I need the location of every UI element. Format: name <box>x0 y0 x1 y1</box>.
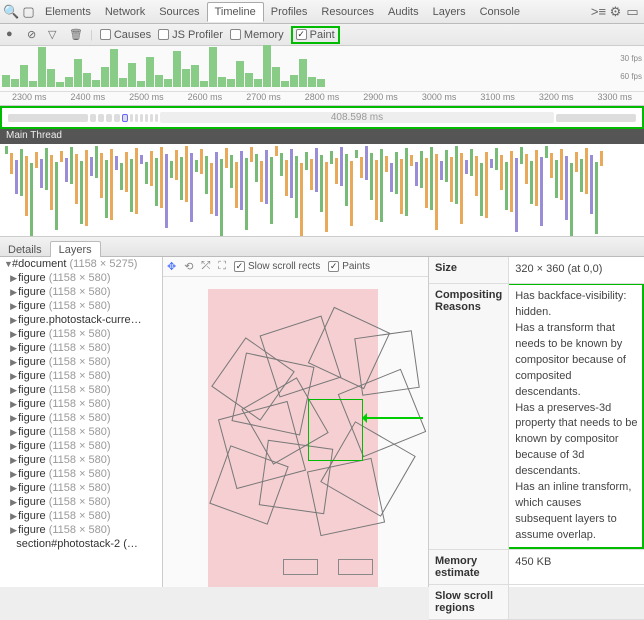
layer-tree[interactable]: ▼#document (1158 × 5275) ▶figure (1158 ×… <box>0 257 163 587</box>
layer-rect[interactable] <box>307 458 385 536</box>
slow-value <box>509 584 644 619</box>
tree-row[interactable]: ▶figure (1158 × 580) <box>0 425 162 439</box>
tab-network[interactable]: Network <box>98 3 152 21</box>
comp-key: Compositing Reasons <box>429 283 509 549</box>
paint-checkbox[interactable]: Paint <box>291 26 340 44</box>
move-icon[interactable]: ✥ <box>167 260 176 273</box>
layer-rect[interactable] <box>354 330 420 396</box>
layer-toolbar: ✥ ⟲ ⤱ ⛶ Slow scroll rects Paints <box>163 257 428 277</box>
devtools-toolbar: 🔍 ▢ ElementsNetworkSourcesTimelineProfil… <box>0 0 644 24</box>
tree-row[interactable]: ▶figure.photostack-curre… <box>0 313 162 327</box>
layer-viewport: ✥ ⟲ ⤱ ⛶ Slow scroll rects Paints <box>163 257 429 587</box>
overview-duration: 408.598 ms <box>160 112 554 123</box>
tab-elements[interactable]: Elements <box>38 3 98 21</box>
tree-row[interactable]: ▶figure (1158 × 580) <box>0 495 162 509</box>
tree-row[interactable]: ▶figure (1158 × 580) <box>0 271 162 285</box>
tree-row[interactable]: ▶figure (1158 × 580) <box>0 481 162 495</box>
layer-3d-view[interactable] <box>163 277 428 587</box>
gear-icon[interactable]: ⚙ <box>608 4 623 19</box>
lower-tabs: DetailsLayers <box>0 237 644 257</box>
mem-key: Memory estimate <box>429 549 509 584</box>
tab-console[interactable]: Console <box>473 3 527 21</box>
comp-value: Has backface-visibility: hidden.Has a tr… <box>509 283 644 549</box>
tree-row[interactable]: ▶figure (1158 × 580) <box>0 383 162 397</box>
flame-chart[interactable] <box>0 144 644 237</box>
fps-label-60: 60 fps <box>620 72 642 81</box>
tree-row[interactable]: ▶figure (1158 × 580) <box>0 327 162 341</box>
fps-label-30: 30 fps <box>620 54 642 63</box>
tree-row[interactable]: ▶figure (1158 × 580) <box>0 411 162 425</box>
layer-details: Size320 × 360 (at 0,0) Compositing Reaso… <box>429 257 644 587</box>
reset-icon[interactable]: ⛶ <box>218 260 226 273</box>
tree-row[interactable]: ▶figure (1158 × 580) <box>0 439 162 453</box>
fps-chart[interactable]: 30 fps 60 fps 2300 ms2400 ms2500 ms2600 … <box>0 46 644 106</box>
dock-icon[interactable]: ▭ <box>625 4 640 19</box>
tree-row[interactable]: ▶figure (1158 × 580) <box>0 285 162 299</box>
time-axis: 2300 ms2400 ms2500 ms2600 ms2700 ms2800 … <box>0 91 644 105</box>
slow-rects-checkbox[interactable]: Slow scroll rects <box>234 261 320 272</box>
paints-checkbox[interactable]: Paints <box>328 261 370 272</box>
tree-row[interactable]: ▶figure (1158 × 580) <box>0 341 162 355</box>
gc-icon[interactable]: 🗑 <box>69 28 83 42</box>
size-key: Size <box>429 257 509 283</box>
tree-row[interactable]: ▶figure (1158 × 580) <box>0 369 162 383</box>
record-icon[interactable]: ● <box>6 28 20 42</box>
size-value: 320 × 360 (at 0,0) <box>509 257 644 283</box>
tab-profiles[interactable]: Profiles <box>264 3 315 21</box>
selected-layer[interactable] <box>308 399 363 461</box>
tab-audits[interactable]: Audits <box>381 3 426 21</box>
tree-row[interactable]: ▶figure (1158 × 580) <box>0 397 162 411</box>
mem-value: 450 KB <box>509 549 644 584</box>
tree-row[interactable]: ▶figure (1158 × 580) <box>0 453 162 467</box>
tab-resources[interactable]: Resources <box>314 3 381 21</box>
nav-rect <box>338 559 373 575</box>
tree-row[interactable]: ▶figure (1158 × 580) <box>0 523 162 537</box>
tab-timeline[interactable]: Timeline <box>207 2 264 22</box>
tree-row[interactable]: ▶figure (1158 × 580) <box>0 509 162 523</box>
nav-rect <box>283 559 318 575</box>
tree-row[interactable]: ▶figure (1158 × 580) <box>0 355 162 369</box>
rotate-icon[interactable]: ⟲ <box>184 260 193 273</box>
slow-key: Slow scroll regions <box>429 584 509 619</box>
overview-strip[interactable]: 408.598 ms <box>0 106 644 129</box>
device-icon[interactable]: ▢ <box>21 4 36 19</box>
clear-icon[interactable]: ⊘ <box>27 28 41 42</box>
timeline-subbar: ● ⊘ ▽ 🗑 | Causes JS Profiler Memory Pain… <box>0 24 644 46</box>
jsprofiler-checkbox[interactable]: JS Profiler <box>158 29 223 41</box>
search-icon[interactable]: 🔍 <box>4 4 19 19</box>
causes-checkbox[interactable]: Causes <box>100 29 151 41</box>
memory-checkbox[interactable]: Memory <box>230 29 284 41</box>
pan-icon[interactable]: ⤱ <box>201 260 210 273</box>
drawer-icon[interactable]: >≡ <box>591 4 606 19</box>
tree-row[interactable]: ▶figure (1158 × 580) <box>0 467 162 481</box>
tab-layers[interactable]: Layers <box>426 3 473 21</box>
tab-sources[interactable]: Sources <box>152 3 206 21</box>
tree-row[interactable]: ▶figure (1158 × 580) <box>0 299 162 313</box>
highlight-arrow <box>363 417 423 419</box>
lower-tab-details[interactable]: Details <box>0 242 50 258</box>
filter-icon[interactable]: ▽ <box>48 28 62 42</box>
main-thread-header: Main Thread <box>0 129 644 144</box>
